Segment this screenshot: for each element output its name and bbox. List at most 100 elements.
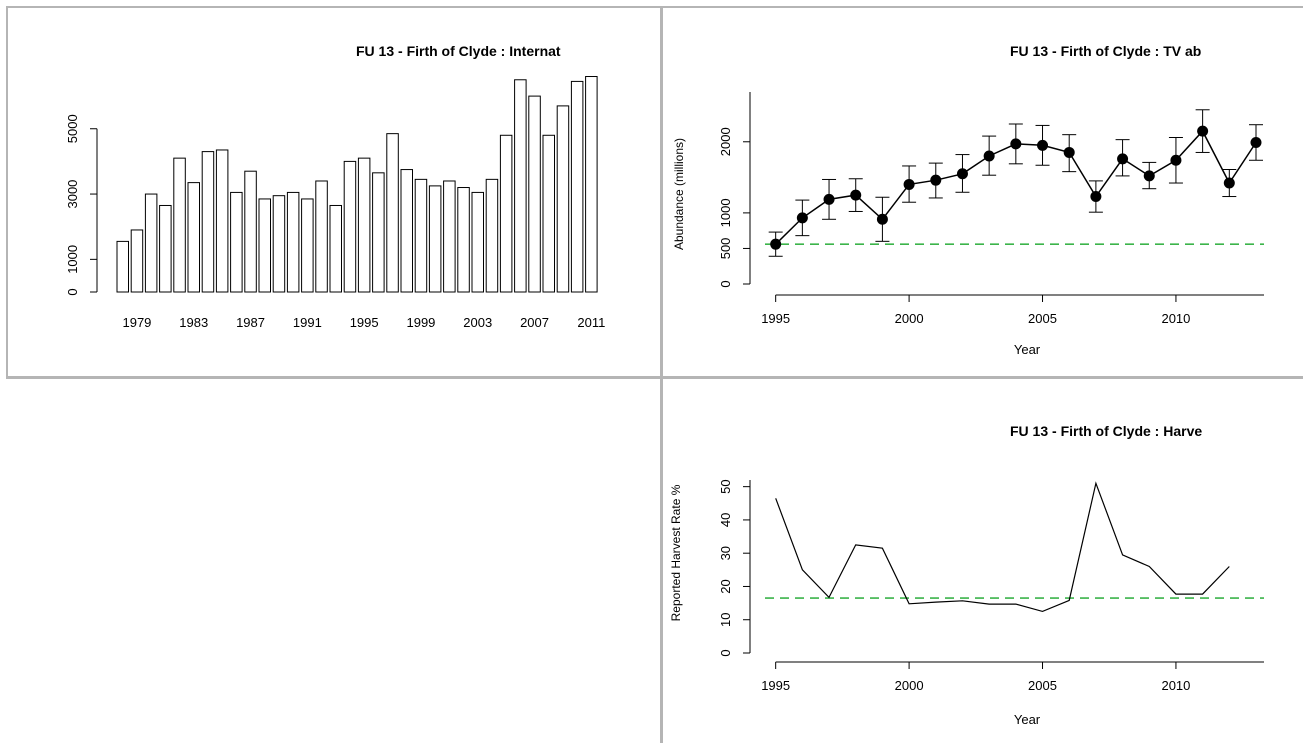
x-tick-label: 1995: [761, 311, 790, 326]
y-tick-label: 40: [718, 513, 733, 527]
y-tick-label: 50: [718, 479, 733, 493]
bar: [244, 170, 257, 293]
x-tick-label: 2007: [520, 315, 549, 330]
harvest-rate-line-chart: FU 13 - Firth of Clyde : Harve Reported …: [669, 423, 1264, 727]
bar: [514, 79, 527, 293]
y-tick-label: 0: [65, 288, 80, 295]
x-tick-label: 1979: [122, 315, 151, 330]
harvest-marks: [765, 481, 1264, 613]
x-tick-label: 2005: [1028, 678, 1057, 693]
y-axis: 0 1000 3000 5000: [65, 114, 98, 296]
series-line: [775, 481, 1230, 613]
x-tick-label: 2011: [577, 315, 605, 330]
data-point: [1063, 146, 1075, 158]
bar: [215, 149, 229, 293]
data-point: [1037, 139, 1049, 151]
bar: [173, 157, 186, 293]
bar: [301, 198, 314, 293]
y-tick-label: 10: [718, 612, 733, 626]
harvest-chart-panel: FU 13 - Firth of Clyde : Harve Reported …: [664, 380, 1303, 743]
x-tick-label: 2003: [463, 315, 492, 330]
frame-horizontal-divider: [6, 376, 1303, 379]
abundance-marks: [765, 109, 1264, 257]
bar: [443, 180, 456, 293]
data-point: [1117, 153, 1129, 165]
x-tick-label: 1991: [293, 315, 322, 330]
data-point: [1090, 191, 1102, 203]
y-axis-label: Reported Harvest Rate %: [669, 484, 683, 621]
data-point: [1250, 136, 1262, 148]
bar: [528, 95, 541, 293]
x-axis-label: Year: [1014, 342, 1041, 357]
y-tick-label: 3000: [65, 180, 80, 209]
bar: [428, 185, 442, 293]
data-point: [876, 213, 888, 225]
data-point: [956, 168, 968, 180]
bar: [130, 229, 144, 293]
y-tick-label: 1000: [718, 198, 733, 227]
abundance-line-chart: FU 13 - Firth of Clyde : TV ab Abundance…: [672, 43, 1264, 357]
bar: [457, 187, 470, 293]
y-tick-label: 30: [718, 546, 733, 560]
bar: [400, 169, 413, 293]
y-tick-label: 1000: [65, 245, 80, 274]
y-tick-label: 20: [718, 579, 733, 593]
bar: [556, 105, 570, 293]
x-tick-label: 2000: [895, 311, 924, 326]
bar: [485, 178, 499, 293]
x-tick-label: 2010: [1161, 311, 1190, 326]
bar: [159, 204, 172, 293]
bar: [570, 80, 584, 293]
frame-left-border: [6, 6, 8, 378]
data-point: [1170, 154, 1182, 166]
bar: [116, 240, 129, 293]
frame-vertical-divider: [660, 6, 663, 743]
data-point: [823, 193, 835, 205]
bar: [471, 191, 484, 293]
x-axis: 1995 2000 2005 2010: [761, 661, 1264, 693]
bar: [258, 198, 271, 293]
y-axis-label: Abundance (millions): [672, 138, 686, 250]
landings-bar-chart: FU 13 - Firth of Clyde : Internat 1979 19…: [65, 43, 605, 330]
x-tick-label: 2005: [1028, 311, 1057, 326]
abundance-chart-panel: FU 13 - Firth of Clyde : TV ab Abundance…: [664, 6, 1303, 376]
data-point: [1223, 177, 1235, 189]
bar: [357, 157, 371, 293]
y-tick-label: 0: [718, 280, 733, 287]
y-tick-label: 2000: [718, 127, 733, 156]
bar: [201, 151, 215, 293]
bar: [414, 178, 428, 293]
bar: [272, 195, 286, 293]
y-tick-label: 5000: [65, 114, 80, 143]
bar: [315, 180, 328, 293]
data-point: [850, 189, 862, 201]
data-point: [903, 178, 915, 190]
chart-title: FU 13 - Firth of Clyde : Internat: [356, 43, 561, 59]
y-axis: 0 500 1000 2000: [718, 92, 751, 288]
x-tick-label: 2010: [1161, 678, 1190, 693]
bar: [230, 191, 243, 293]
bar: [286, 191, 300, 293]
data-point: [1197, 125, 1209, 137]
data-point: [983, 150, 995, 162]
x-tick-label: 1987: [236, 315, 265, 330]
bar: [542, 134, 555, 293]
x-tick-label: 1983: [179, 315, 208, 330]
x-tick-label: 2000: [895, 678, 924, 693]
data-point: [796, 212, 808, 224]
x-axis: 1995 2000 2005 2010: [761, 294, 1264, 326]
bar-chart-panel: FU 13 - Firth of Clyde : Internat 1979 19…: [6, 6, 660, 376]
bar: [372, 172, 385, 293]
x-tick-label: 1995: [350, 315, 379, 330]
x-tick-label: 1995: [761, 678, 790, 693]
data-point: [1010, 138, 1022, 150]
y-tick-label: 500: [718, 238, 733, 260]
bar: [499, 134, 513, 293]
bar-marks: [116, 76, 598, 293]
bar: [187, 182, 200, 293]
y-axis: 0 10 20 30 40 50: [718, 479, 751, 657]
bar: [329, 204, 342, 293]
y-tick-label: 0: [718, 649, 733, 656]
frame-top-border: [6, 6, 1303, 8]
x-axis-label: Year: [1014, 712, 1041, 727]
